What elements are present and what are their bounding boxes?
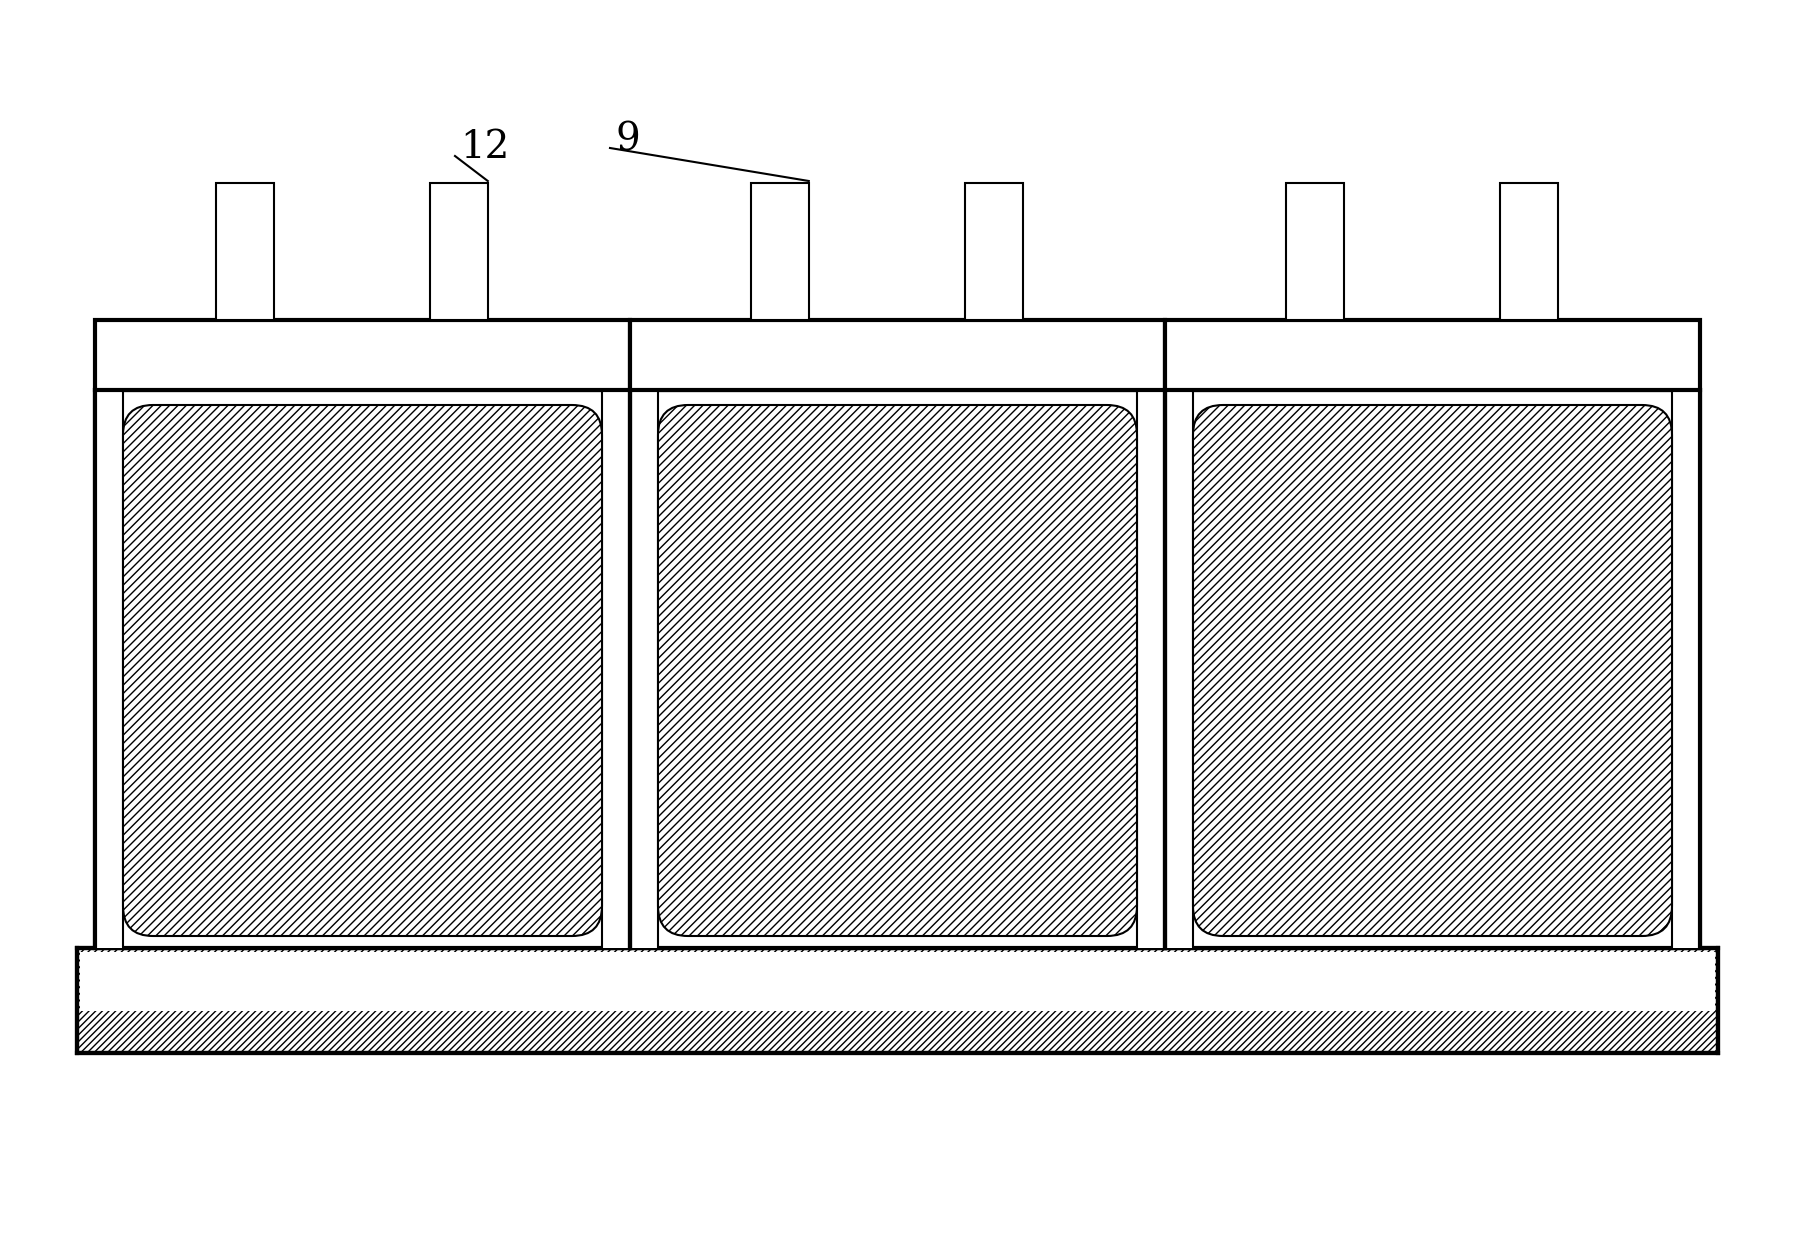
- Bar: [1165, 389, 1700, 948]
- Bar: [630, 319, 1165, 389]
- Bar: [1165, 319, 1700, 389]
- Bar: [79, 950, 1716, 1051]
- Bar: [1501, 183, 1558, 319]
- Bar: [81, 951, 1714, 1013]
- Bar: [630, 389, 659, 948]
- Bar: [215, 183, 275, 319]
- FancyBboxPatch shape: [1194, 406, 1671, 936]
- Bar: [1285, 183, 1344, 319]
- Bar: [77, 948, 1718, 1053]
- Text: 9: 9: [616, 121, 639, 158]
- Bar: [1671, 389, 1700, 948]
- Bar: [601, 389, 630, 948]
- FancyBboxPatch shape: [124, 406, 601, 936]
- Bar: [630, 389, 1165, 948]
- Bar: [95, 319, 630, 389]
- Text: 12: 12: [460, 130, 510, 166]
- Bar: [81, 952, 1714, 1011]
- Bar: [95, 389, 630, 948]
- Bar: [750, 183, 810, 319]
- Bar: [1136, 389, 1165, 948]
- Bar: [1165, 389, 1194, 948]
- Bar: [964, 183, 1023, 319]
- Bar: [79, 950, 1716, 1051]
- Bar: [95, 389, 124, 948]
- FancyBboxPatch shape: [659, 406, 1136, 936]
- Bar: [429, 183, 488, 319]
